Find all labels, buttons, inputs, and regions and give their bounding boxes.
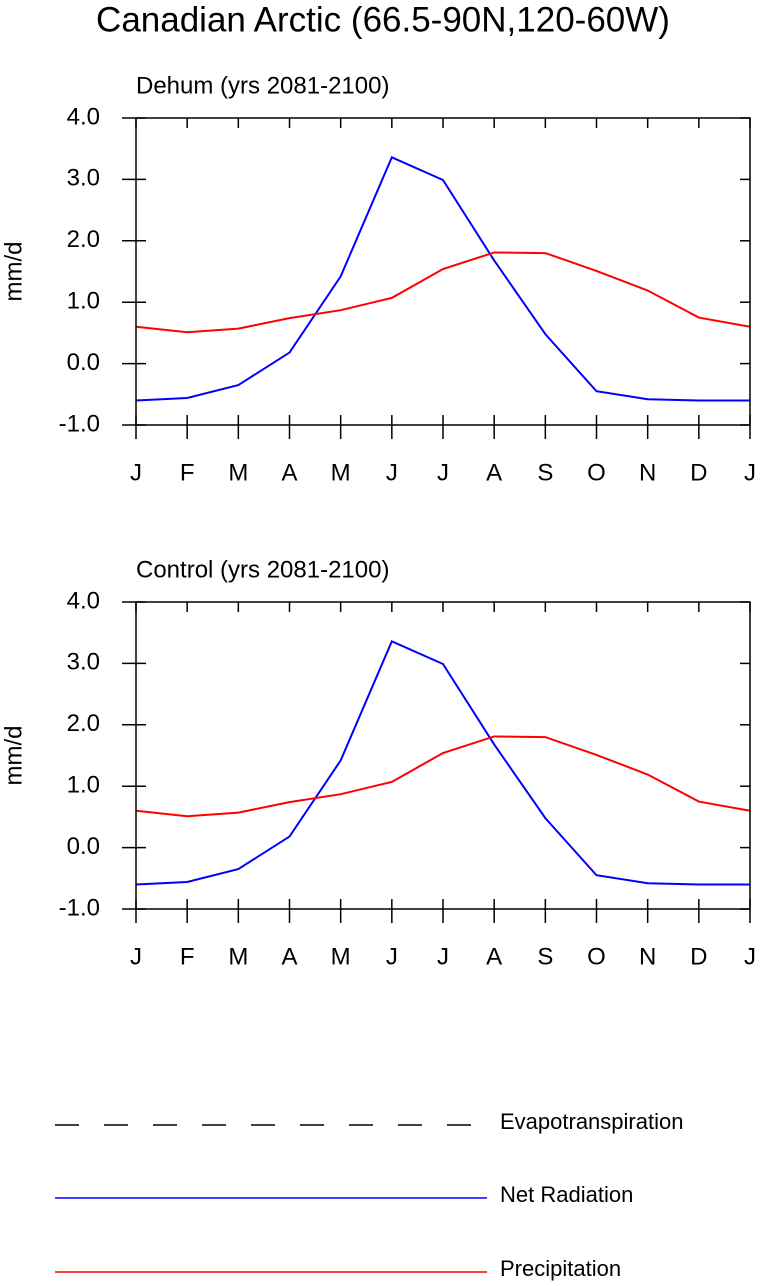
legend-label: Precipitation (500, 1256, 621, 1281)
x-tick-label: J (437, 459, 449, 486)
x-tick-label: A (281, 459, 297, 486)
x-tick-label: S (537, 943, 553, 970)
x-tick-label: J (744, 943, 756, 970)
data-line (135, 735, 751, 818)
x-tick-label: A (281, 943, 297, 970)
x-tick-label: J (386, 459, 398, 486)
x-tick-label: A (486, 943, 502, 970)
x-tick-label: J (437, 943, 449, 970)
y-tick-label: 2.0 (67, 226, 100, 253)
x-tick-label: S (537, 459, 553, 486)
x-tick-label: J (386, 943, 398, 970)
y-tick-label: 3.0 (67, 165, 100, 192)
y-tick-label: -1.0 (59, 894, 100, 921)
plot-frame (135, 601, 751, 910)
y-tick-label: 1.0 (67, 288, 100, 315)
y-tick-label: -1.0 (59, 410, 100, 437)
x-tick-label: D (690, 943, 707, 970)
legend-label: Evapotranspiration (500, 1109, 683, 1134)
x-tick-label: J (744, 459, 756, 486)
y-tick-label: 2.0 (67, 710, 100, 737)
panel-subtitle: Dehum (yrs 2081-2100) (136, 72, 389, 99)
x-tick-label: M (228, 459, 248, 486)
figure-title: Canadian Arctic (66.5-90N,120-60W) (96, 0, 670, 39)
y-axis-label: mm/d (0, 242, 27, 302)
x-tick-label: F (180, 943, 195, 970)
x-tick-label: F (180, 459, 195, 486)
y-tick-label: 4.0 (67, 103, 100, 130)
x-tick-label: M (331, 943, 351, 970)
x-tick-label: O (587, 943, 606, 970)
y-tick-label: 4.0 (67, 587, 100, 614)
x-tick-label: N (639, 459, 656, 486)
data-line (135, 639, 750, 886)
data-line (135, 155, 750, 402)
y-axis-label: mm/d (0, 726, 27, 786)
panel-subtitle: Control (yrs 2081-2100) (136, 556, 389, 583)
y-tick-label: 1.0 (67, 772, 100, 799)
y-tick-label: 0.0 (67, 833, 100, 860)
x-tick-label: M (331, 459, 351, 486)
x-tick-label: D (690, 459, 707, 486)
x-tick-label: J (130, 459, 142, 486)
x-tick-label: J (130, 943, 142, 970)
legend-label: Net Radiation (500, 1182, 633, 1207)
x-tick-label: O (587, 459, 606, 486)
plot-frame (135, 117, 751, 426)
x-tick-label: N (639, 943, 656, 970)
data-line (135, 251, 751, 334)
y-tick-label: 0.0 (67, 349, 100, 376)
x-tick-label: M (228, 943, 248, 970)
x-tick-label: A (486, 459, 502, 486)
y-tick-label: 3.0 (67, 649, 100, 676)
